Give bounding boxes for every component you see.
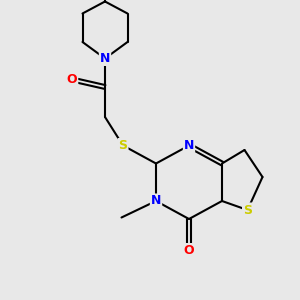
Text: N: N xyxy=(100,52,110,65)
Text: N: N xyxy=(151,194,161,208)
Text: S: S xyxy=(243,203,252,217)
Text: N: N xyxy=(184,139,194,152)
Text: O: O xyxy=(184,244,194,257)
Text: S: S xyxy=(118,139,127,152)
Text: O: O xyxy=(67,73,77,86)
